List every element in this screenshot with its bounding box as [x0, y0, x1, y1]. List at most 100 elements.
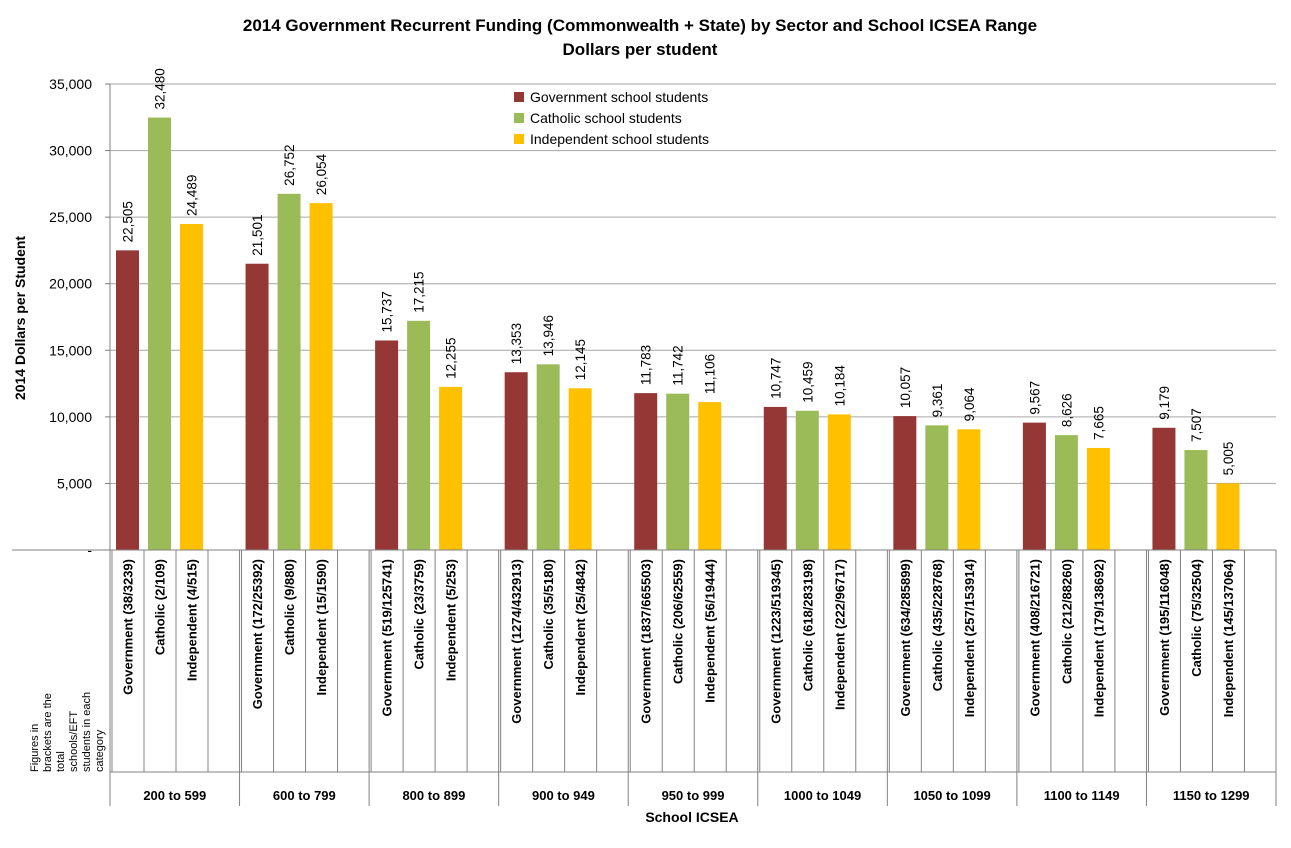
legend: Government school students Catholic schoo…: [514, 89, 709, 147]
bar-government: [116, 250, 139, 550]
data-label: 13,353: [509, 323, 524, 364]
y-axis-title: 2014 Dollars per Student: [12, 236, 28, 401]
footnote: Figures inbrackets are thetotalschools/E…: [29, 692, 106, 772]
bar-independent: [698, 402, 722, 550]
data-label: 11,742: [671, 345, 686, 385]
category-label: Catholic (435/228768): [930, 559, 945, 691]
y-tick-label: 5,000: [57, 475, 92, 491]
legend-swatch: [514, 113, 524, 123]
category-label: Catholic (35/5180): [541, 559, 556, 670]
bar-catholic: [666, 393, 690, 550]
x-axis-title: School ICSEA: [645, 809, 738, 825]
data-label: 11,783: [639, 345, 654, 385]
x-axis: 200 to 599 600 to 799 800 to 899 900 to 949…: [12, 549, 1277, 806]
category-label: Catholic (9/880): [282, 559, 297, 655]
y-tick-label: 35,000: [49, 76, 92, 92]
data-label: 9,064: [962, 387, 977, 421]
category-label: Catholic (618/283198): [800, 559, 815, 691]
category-label: Catholic (2/109): [153, 559, 168, 655]
group-label: 950 to 999: [662, 788, 725, 803]
y-tick-label: 30,000: [49, 143, 92, 159]
category-label: Catholic (206/62559): [671, 559, 686, 684]
data-label: 9,179: [1157, 386, 1172, 420]
data-label: 9,361: [930, 384, 945, 418]
category-label: Independent (25/4842): [573, 559, 588, 696]
legend-label: Independent school students: [530, 131, 709, 147]
chart-subtitle: Dollars per student: [563, 40, 718, 59]
category-label: Government (1274/432913): [509, 559, 524, 724]
data-label: 12,255: [444, 338, 459, 379]
category-label: Independent (4/515): [185, 559, 200, 681]
data-label: 8,626: [1059, 393, 1074, 427]
bar-independent: [1086, 447, 1110, 550]
data-label: 17,215: [412, 271, 427, 312]
data-label: 13,946: [541, 315, 556, 356]
data-label: 15,737: [380, 291, 395, 332]
category-label: Independent (145/137064): [1221, 559, 1236, 717]
data-label: 26,752: [282, 145, 297, 186]
bar-government: [504, 372, 528, 550]
category-label: Independent (179/138692): [1091, 559, 1106, 717]
bar-catholic: [925, 425, 949, 550]
bar-independent: [568, 388, 592, 550]
y-tick-label: 15,000: [49, 342, 92, 358]
data-label: 32,480: [153, 68, 168, 109]
category-label: Independent (222/96717): [832, 559, 847, 710]
bar-government: [375, 340, 399, 550]
y-tick-label: 10,000: [49, 409, 92, 425]
data-label: 21,501: [250, 214, 265, 255]
bar-government: [1022, 422, 1046, 550]
data-label: 7,507: [1189, 408, 1204, 442]
bar-catholic: [277, 193, 301, 550]
group-label: 800 to 899: [402, 788, 465, 803]
data-label: 22,505: [121, 201, 136, 242]
group-label: 1000 to 1049: [784, 788, 861, 803]
category-label: Catholic (75/32504): [1189, 559, 1204, 677]
category-label: Government (1223/519345): [768, 559, 783, 724]
data-label: 24,489: [185, 175, 200, 216]
y-tick-label: 25,000: [49, 209, 92, 225]
bar-government: [1152, 427, 1176, 550]
y-tick-label: 20,000: [49, 276, 92, 292]
group-label: 900 to 949: [532, 788, 595, 803]
category-label: Government (195/116048): [1157, 559, 1172, 716]
legend-swatch: [514, 134, 524, 144]
category-label: Government (408/216721): [1027, 559, 1042, 717]
bar-independent: [309, 203, 333, 550]
category-label: Independent (15/1590): [314, 559, 329, 696]
bar-government: [893, 416, 917, 550]
footnote-text: Figures inbrackets are thetotalschools/E…: [29, 692, 106, 772]
category-label: Independent (56/19444): [703, 559, 718, 703]
legend-swatch: [514, 92, 524, 102]
bar-government: [634, 393, 658, 550]
chart-title: 2014 Government Recurrent Funding (Commo…: [243, 16, 1037, 35]
gridlines: [110, 83, 1276, 484]
group-label: 1150 to 1299: [1173, 788, 1250, 803]
category-label: Government (634/285899): [898, 559, 913, 717]
bar-government: [245, 263, 269, 550]
data-label: 11,106: [703, 354, 718, 394]
bar-catholic: [536, 364, 560, 550]
bar-catholic: [1054, 435, 1078, 550]
category-label: Catholic (212/88260): [1059, 559, 1074, 684]
bar-catholic: [148, 117, 171, 550]
data-label: 12,145: [573, 339, 588, 380]
bar-independent: [827, 414, 851, 550]
legend-label: Catholic school students: [530, 110, 682, 126]
group-label: 200 to 599: [143, 788, 206, 803]
data-label: 10,459: [800, 361, 815, 402]
legend-label: Government school students: [530, 89, 708, 105]
bar-government: [763, 406, 787, 550]
data-label: 10,747: [768, 358, 783, 399]
category-label: Independent (257/153914): [962, 559, 977, 717]
bar-independent: [957, 429, 981, 550]
bar-independent: [180, 223, 203, 550]
category-label: Catholic (23/3759): [412, 559, 427, 670]
data-label: 7,665: [1091, 406, 1106, 440]
category-label: Government (172/25392): [250, 559, 265, 709]
bars: [116, 117, 1240, 550]
category-label: Government (1837/665503): [639, 559, 654, 724]
category-label: Government (519/125741): [380, 559, 395, 717]
group-label: 1050 to 1099: [913, 788, 990, 803]
bar-catholic: [1184, 450, 1208, 550]
